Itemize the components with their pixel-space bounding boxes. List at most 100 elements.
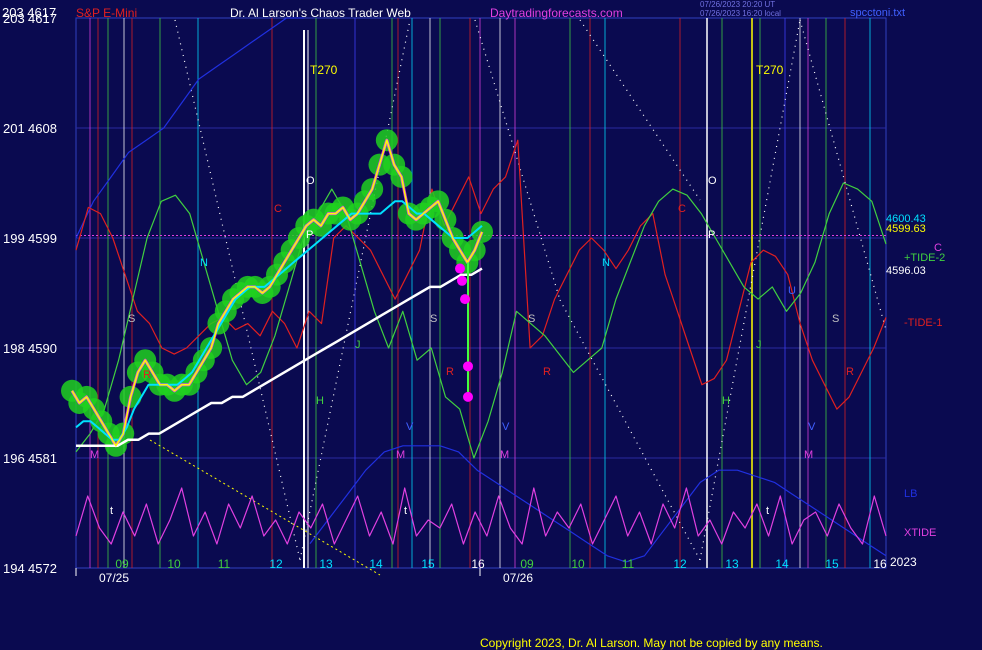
chart-letter-marker: N [602, 257, 610, 269]
x-hour-tick-label: 16 [471, 557, 485, 571]
x-hour-tick-label: 14 [369, 557, 383, 571]
y-tick-price-label: 4572 [28, 561, 57, 576]
chart-letter-marker: V [502, 421, 510, 433]
site-url[interactable]: Daytradingforecasts.com [490, 6, 623, 20]
forecast-dot [455, 263, 465, 274]
chart-letter-marker: C [678, 203, 686, 215]
chart-letter-marker: M [396, 449, 405, 461]
tide2-label: +TIDE-2 [904, 252, 945, 264]
chart-letter-marker: J [756, 339, 762, 351]
fast-ma-line [75, 200, 483, 441]
chart-letter-marker: U [788, 285, 796, 297]
t270-label: T270 [756, 63, 784, 77]
plot-frame [75, 17, 887, 569]
lb-series-line [75, 17, 304, 239]
x-hour-tick-label: 10 [571, 557, 585, 571]
data-file-name: spcctoni.txt [850, 7, 906, 19]
chart-letter-marker: P [306, 229, 313, 241]
chart-letter-marker: C [274, 203, 282, 215]
c-marker-label: C [934, 242, 942, 254]
dotted-projection-line [559, 299, 701, 561]
y-tick-price-label: 4617 [28, 11, 57, 26]
xtide-label: XTIDE [904, 527, 936, 539]
y-tick-tide-label: 198 [3, 341, 25, 356]
forecast-dot [463, 361, 473, 372]
chart-letter-marker: R [143, 369, 151, 381]
chart-letter-marker: V [406, 421, 414, 433]
x-hour-tick-label: 11 [218, 557, 231, 571]
x-hour-tick-label: 15 [421, 557, 435, 571]
chart-letter-marker: S [832, 313, 839, 325]
chart-letter-marker: M [804, 449, 813, 461]
chart-letter-marker: S [528, 313, 535, 325]
chart-letter-marker: S [430, 313, 437, 325]
chart-letter-marker: M [90, 449, 99, 461]
dotted-projection-line [579, 19, 701, 201]
site-title: Dr. Al Larson's Chaos Trader Web [230, 6, 411, 20]
forecast-dot [457, 275, 467, 286]
forecast-dot [463, 391, 473, 402]
x-date-label: 07/26 [503, 571, 533, 585]
chart-letter-marker: O [708, 175, 717, 187]
chart-letter-marker: M [500, 449, 509, 461]
lb-label: LB [904, 488, 917, 500]
y-tick-tide-label: 203 [3, 11, 25, 26]
y-tick-tide-label: 194 [3, 561, 25, 576]
x-hour-tick-label: 09 [115, 557, 129, 571]
x-hour-tick-label: 14 [775, 557, 789, 571]
chart-letter-marker: R [846, 366, 854, 378]
x-hour-tick-label: 13 [319, 557, 333, 571]
top-left-scale-label: 203 4617 [2, 5, 57, 20]
chart-letter-marker: H [722, 395, 730, 407]
chart-letter-marker: J [355, 339, 361, 351]
chart-letter-marker: R [543, 366, 551, 378]
chart-letter-marker: P [708, 229, 715, 241]
price-glow-dot [471, 220, 493, 243]
x-hour-tick-label: 16 [873, 557, 887, 571]
slow-ma-value-label: 4596.03 [886, 265, 926, 277]
chart-letter-marker: S [128, 313, 135, 325]
fast-ma-value-label: 4600.43 [886, 213, 926, 225]
x-hour-tick-label: 12 [269, 557, 283, 571]
dotted-projection-line [799, 19, 887, 331]
lb-series-line [309, 445, 887, 563]
y-tick-tide-label: 199 [3, 231, 25, 246]
symbol-title: S&P E-Mini [76, 6, 138, 20]
timestamp-local: 07/26/2023 16:20 local [700, 9, 781, 18]
xtide-series-line [75, 487, 887, 545]
chart-letter-marker: O [306, 175, 315, 187]
slow-ma-line [76, 267, 483, 448]
tide2-series-line [75, 182, 887, 459]
x-hour-tick-label: 09 [520, 557, 534, 571]
x-hour-tick-label: 13 [725, 557, 739, 571]
copyright-footer: Copyright 2023, Dr. Al Larson. May not b… [480, 636, 823, 650]
y-tick-price-label: 4581 [28, 451, 57, 466]
trend-dotted-line [149, 439, 381, 576]
dotted-projection-line [474, 19, 561, 301]
y-tick-price-label: 4590 [28, 341, 57, 356]
price-line [71, 139, 483, 447]
x-hour-tick-label: 10 [167, 557, 181, 571]
x-hour-tick-label: 11 [622, 557, 635, 571]
y-tick-price-label: 4608 [28, 121, 57, 136]
x-date-label: 07/25 [99, 571, 129, 585]
x-hour-tick-label: 15 [825, 557, 839, 571]
t270-label: T270 [310, 63, 338, 77]
chart-letter-marker: t [404, 505, 407, 517]
x-year-label: 2023 [890, 555, 917, 569]
chart-letter-marker: H [316, 395, 324, 407]
y-tick-tide-label: 196 [3, 451, 25, 466]
chart-letter-marker: R [446, 366, 454, 378]
chart-letter-marker: t [110, 505, 113, 517]
chart-letter-marker: V [808, 421, 816, 433]
chart-letter-marker: N [200, 257, 208, 269]
y-tick-tide-label: 201 [3, 121, 25, 136]
timestamp-ut: 07/26/2023 20:20 UT [700, 0, 776, 9]
forecast-dot [460, 294, 470, 305]
y-tick-price-label: 4599 [28, 231, 57, 246]
x-hour-tick-label: 12 [673, 557, 687, 571]
chart-letter-marker: t [766, 505, 769, 517]
price-value-label: 4599.63 [886, 223, 926, 235]
